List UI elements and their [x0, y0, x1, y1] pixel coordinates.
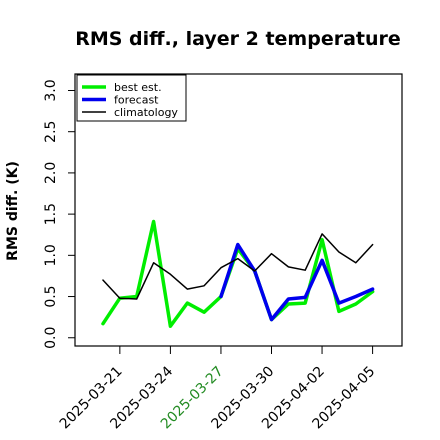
legend-label: climatology	[114, 106, 178, 119]
y-tick-label: 0.0	[43, 327, 59, 349]
plot-frame	[74, 73, 403, 347]
y-axis-label: RMS diff. (K)	[5, 161, 21, 261]
series-group	[101, 219, 375, 328]
legend-label: best est.	[114, 81, 162, 94]
y-tick-label: 3.0	[43, 79, 59, 101]
y-tick-label: 1.0	[43, 244, 59, 266]
series-line-best-est	[101, 219, 375, 328]
chart-title: RMS diff., layer 2 temperature	[75, 28, 401, 50]
y-tick-label: 1.5	[43, 203, 59, 225]
legend-label: forecast	[114, 94, 159, 107]
y-tick-label: 2.5	[43, 121, 59, 143]
x-axis: 2025-03-212025-03-242025-03-272025-03-30…	[57, 346, 378, 432]
y-axis: 0.0 0.5 1.0 1.5 2.0 2.5 3.0	[43, 79, 75, 349]
y-tick-label: 2.0	[43, 162, 59, 184]
y-tick-label: 0.5	[43, 285, 59, 307]
series-line-forecast	[219, 242, 375, 322]
series-line-climatology	[102, 233, 374, 300]
